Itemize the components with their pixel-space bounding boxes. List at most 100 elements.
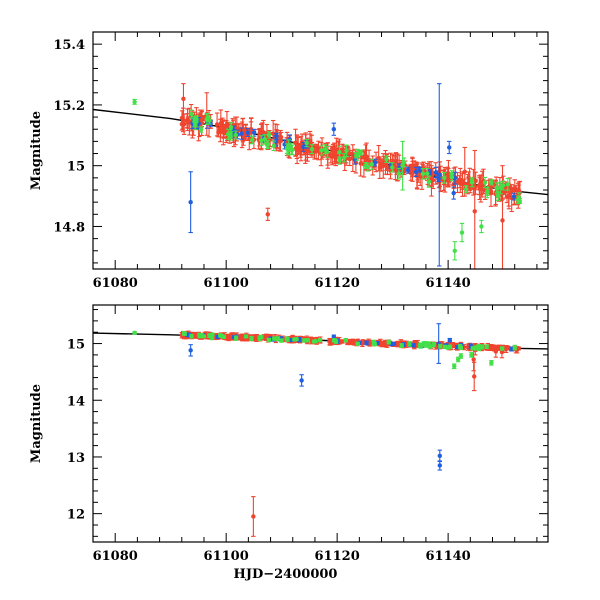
data-point-green (266, 132, 272, 138)
series-green (132, 330, 517, 370)
data-point-green (309, 146, 315, 152)
data-point-blue (188, 199, 193, 205)
y-tick-label: 14.8 (53, 220, 85, 235)
plot-frame (92, 31, 549, 270)
data-point-blue (411, 343, 416, 348)
data-point-red (314, 144, 319, 150)
data-point-green (305, 338, 310, 343)
data-point-red (472, 374, 477, 379)
data-point-red (181, 96, 186, 102)
data-point-green (494, 185, 500, 190)
data-point-red (359, 155, 365, 160)
data-point-red (270, 131, 276, 136)
series-green (132, 98, 522, 261)
data-point-blue (437, 453, 442, 459)
data-point-red (477, 183, 482, 188)
data-point-green (449, 171, 454, 177)
data-point-green (442, 175, 447, 180)
data-point-green (470, 346, 475, 351)
data-point-green (132, 99, 137, 105)
data-point-blue (188, 348, 193, 353)
data-point-red (488, 188, 494, 194)
data-point-green (390, 165, 395, 170)
data-point-green (469, 178, 475, 183)
data-point-green (512, 345, 517, 350)
x-tick-label: 61080 (93, 549, 138, 564)
data-point-green (420, 171, 426, 177)
data-point-green (259, 138, 264, 143)
data-point-green (302, 338, 307, 343)
data-point-green (233, 335, 239, 341)
data-point-green (271, 143, 276, 148)
y-tick-label: 15.2 (53, 99, 85, 114)
data-point-green (458, 353, 464, 359)
data-point-red (462, 169, 467, 174)
data-point-red (506, 194, 512, 199)
data-point-green (371, 340, 376, 345)
plot-frame (92, 304, 549, 543)
data-point-green (356, 151, 361, 157)
x-tick-label: 61080 (93, 276, 138, 291)
data-point-green (181, 331, 187, 336)
data-point-green (386, 339, 391, 345)
data-point-green (438, 344, 443, 349)
data-point-green (342, 155, 347, 160)
data-point-blue (447, 145, 452, 150)
data-point-red (471, 357, 476, 362)
data-point-blue (451, 190, 456, 196)
data-point-red (500, 218, 505, 223)
x-tick-label: 61100 (204, 276, 249, 291)
data-point-green (199, 333, 204, 338)
data-point-green (279, 338, 284, 343)
data-point-green (337, 158, 342, 163)
y-tick-label: 15.4 (53, 38, 85, 53)
data-point-blue (391, 341, 397, 346)
data-point-green (290, 147, 295, 153)
data-point-blue (245, 130, 250, 135)
data-point-red (410, 169, 415, 174)
data-point-green (286, 147, 291, 153)
data-point-green (400, 163, 405, 168)
data-point-green (317, 337, 323, 343)
data-point-green (344, 148, 349, 153)
data-point-green (331, 338, 337, 343)
data-point-blue (239, 131, 244, 136)
data-point-green (225, 131, 231, 137)
data-point-green (407, 341, 412, 347)
data-point-green (485, 190, 490, 196)
x-tick-label: 61140 (426, 276, 471, 291)
data-point-green (482, 180, 488, 185)
data-point-green (189, 334, 194, 339)
top-panel: 61080 61100 61120 61140 14.8 15 15.2 15.4 Magnit… (29, 31, 549, 291)
data-point-blue (437, 172, 442, 178)
data-point-red (239, 334, 245, 339)
data-point-green (479, 224, 484, 229)
data-point-green (484, 344, 489, 349)
data-point-green (304, 140, 310, 146)
data-point-green (343, 337, 349, 343)
data-point-green (505, 182, 511, 187)
data-point-blue (413, 169, 419, 175)
data-point-green (198, 127, 204, 132)
data-point-green (132, 330, 137, 335)
data-point-green (249, 336, 254, 341)
data-point-green (417, 343, 423, 348)
y-axis-label: Magnitude (29, 111, 44, 190)
data-point-green (210, 332, 215, 337)
data-point-red (379, 341, 384, 347)
y-tick-label: 15 (67, 160, 85, 175)
data-point-red (293, 140, 298, 145)
y-axis-label: Magnitude (29, 384, 44, 463)
data-point-blue (511, 194, 517, 199)
data-point-green (489, 360, 494, 366)
data-point-green (452, 364, 457, 369)
data-point-blue (282, 142, 287, 147)
data-point-green (325, 149, 330, 155)
data-point-red (466, 175, 471, 180)
x-tick-label: 61120 (315, 276, 360, 291)
x-axis-label: HJD−2400000 (234, 567, 338, 582)
data-point-red (265, 212, 270, 217)
data-point-green (365, 164, 370, 170)
data-point-red (225, 335, 230, 340)
